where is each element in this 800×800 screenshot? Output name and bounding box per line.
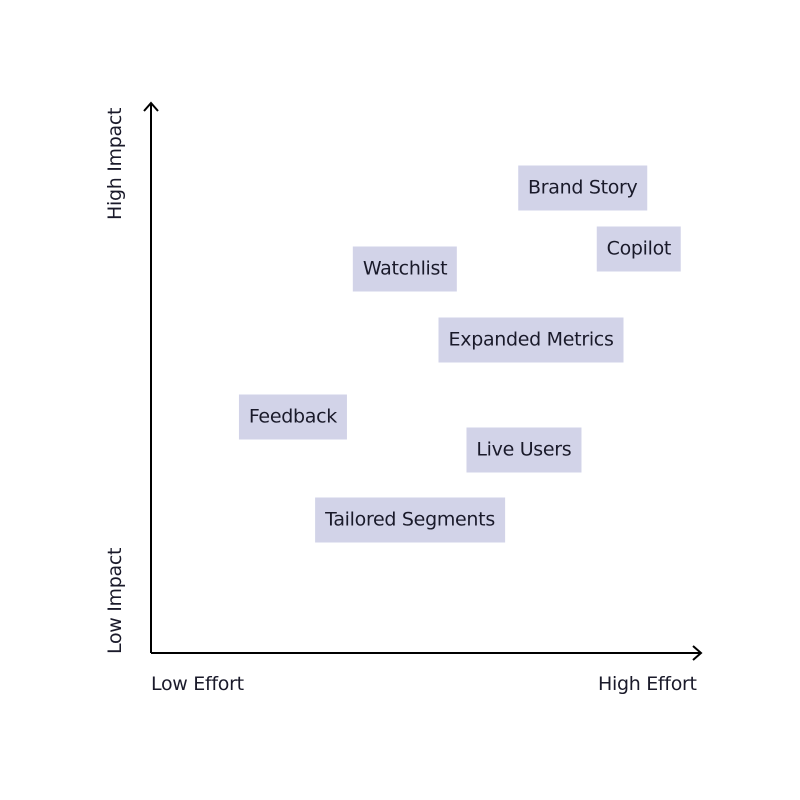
y-axis-arrowhead bbox=[143, 101, 159, 112]
chart-item-watchlist: Watchlist bbox=[352, 246, 458, 292]
y-axis-low-label: Low Impact bbox=[104, 547, 126, 654]
chart-item-expanded-metrics: Expanded Metrics bbox=[438, 317, 624, 363]
chart-item-copilot: Copilot bbox=[596, 226, 682, 272]
chart-item-brand-story: Brand Story bbox=[517, 165, 648, 211]
y-axis-high-label: High Impact bbox=[104, 107, 126, 220]
chart-item-tailored-segments: Tailored Segments bbox=[315, 497, 505, 543]
chart-item-feedback: Feedback bbox=[238, 394, 347, 440]
x-axis-arrowhead bbox=[692, 645, 703, 661]
chart-item-live-users: Live Users bbox=[466, 427, 582, 473]
x-axis-low-label: Low Effort bbox=[151, 673, 244, 695]
x-axis-high-label: High Effort bbox=[598, 673, 697, 695]
